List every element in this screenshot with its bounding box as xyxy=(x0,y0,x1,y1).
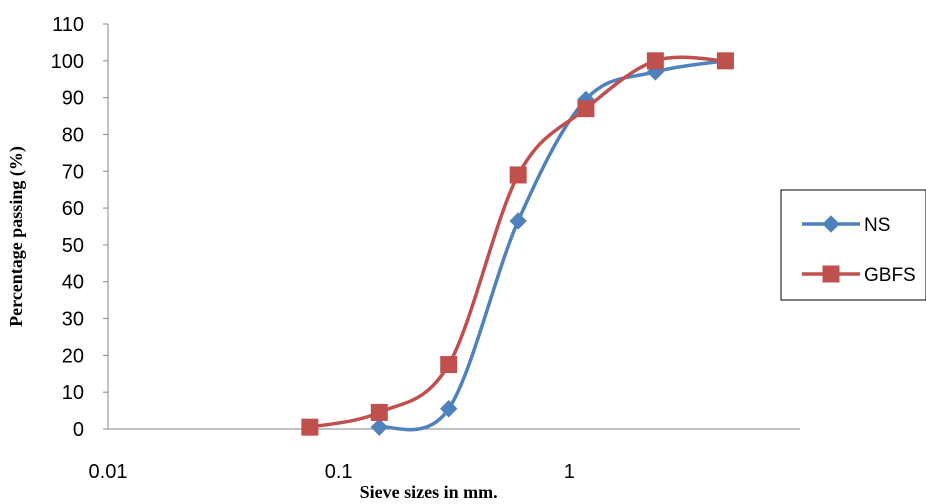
data-point-gbfs xyxy=(370,403,388,421)
y-tick-label: 90 xyxy=(62,88,84,110)
plot-area xyxy=(103,23,800,430)
legend: NS GBFS xyxy=(780,189,926,301)
data-point-gbfs xyxy=(509,166,527,184)
x-tick-label: 0.1 xyxy=(325,461,353,483)
y-tick-label: 20 xyxy=(62,345,84,367)
legend-box xyxy=(780,189,926,301)
y-tick-label: 40 xyxy=(62,272,84,294)
tick-labels: 0 10 20 30 40 50 60 70 80 90 100 110 0.01 0.1 1 xyxy=(51,14,575,483)
legend-marker-gbfs xyxy=(822,265,840,283)
y-axis-title: Percentage passing (%) xyxy=(6,146,27,327)
y-tick-label: 70 xyxy=(62,161,84,183)
y-tick-label: 100 xyxy=(51,51,84,73)
legend-label-ns: NS xyxy=(864,215,890,236)
legend-marker-ns xyxy=(822,215,840,233)
data-point-ns xyxy=(370,418,388,436)
data-point-gbfs xyxy=(577,100,595,118)
series-ns xyxy=(370,52,735,436)
series-line-gbfs xyxy=(309,55,726,429)
series-gbfs xyxy=(301,52,734,436)
data-point-gbfs xyxy=(716,52,734,70)
data-point-gbfs xyxy=(646,52,664,70)
legend-label-gbfs: GBFS xyxy=(864,265,916,286)
series-line-ns xyxy=(378,59,726,432)
y-tick-label: 30 xyxy=(62,309,84,331)
y-tick-label: 0 xyxy=(73,419,84,441)
data-point-ns xyxy=(440,400,458,418)
x-axis-title: Sieve sizes in mm. xyxy=(360,482,498,502)
y-tick-label: 110 xyxy=(52,14,84,36)
y-tick-label: 60 xyxy=(62,198,84,220)
x-tick-label: 0.01 xyxy=(89,461,128,483)
series-group xyxy=(301,52,735,436)
data-point-gbfs xyxy=(440,356,458,374)
y-tick-label: 80 xyxy=(62,124,84,146)
data-point-gbfs xyxy=(301,418,319,436)
data-point-ns xyxy=(509,212,527,230)
x-tick-label: 1 xyxy=(564,461,575,483)
y-tick-label: 10 xyxy=(62,382,84,404)
y-tick-label: 50 xyxy=(62,235,84,257)
